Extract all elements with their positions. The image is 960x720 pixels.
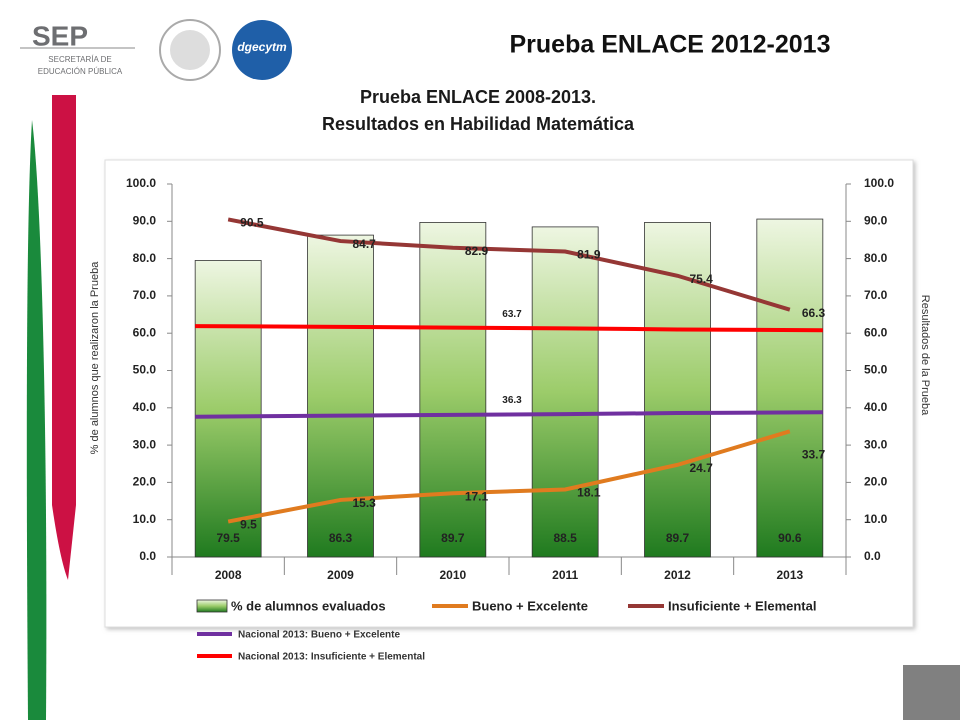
y-tick-label: 80.0: [133, 251, 157, 265]
reference-legend-label: Nacional 2013: Bueno + Excelente: [238, 630, 400, 641]
y2-tick-label: 60.0: [864, 325, 888, 339]
seal-inner: [170, 30, 210, 70]
chart-subtitle: Resultados en Habilidad Matemática: [322, 114, 635, 134]
y2-tick-label: 0.0: [864, 549, 881, 563]
series-line: [227, 217, 791, 312]
line-value-label: 17.1: [465, 489, 489, 503]
y2-tick-label: 30.0: [864, 437, 888, 451]
reference-label: 63.7: [502, 309, 522, 320]
red-stripe: [52, 95, 76, 505]
bar: [194, 260, 262, 558]
corner-square: [903, 665, 960, 720]
logo-subtitle: EDUCACIÓN PÚBLICA: [38, 67, 123, 76]
line-value-label: 18.1: [577, 486, 601, 500]
reference-legend-label: Nacional 2013: Insuficiente + Elemental: [238, 652, 425, 663]
y-tick-label: 20.0: [133, 475, 157, 489]
slide-title: Prueba ENLACE 2012-2013: [510, 31, 831, 59]
x-tick-label: 2011: [552, 568, 578, 582]
reference-label: 36.3: [502, 395, 522, 406]
y2-tick-label: 90.0: [864, 213, 888, 227]
y2-tick-label: 40.0: [864, 400, 888, 414]
bar: [756, 218, 824, 558]
x-tick-label: 2012: [664, 568, 691, 582]
y-tick-label: 70.0: [133, 288, 157, 302]
logo: SEP: [32, 20, 88, 51]
y2-tick-label: 10.0: [864, 512, 888, 526]
x-tick-label: 2009: [327, 568, 354, 582]
y2-tick-label: 100.0: [864, 176, 894, 190]
line-value-label: 90.5: [240, 216, 264, 230]
red-stripe-tip: [52, 505, 76, 580]
line-value-label: 9.5: [240, 518, 257, 532]
logo-subtitle: SECRETARÍA DE: [48, 55, 111, 64]
bar-value-label: 90.6: [778, 531, 802, 545]
legend-swatch: [196, 599, 228, 613]
bar-value-label: 89.7: [666, 531, 690, 545]
line-value-label: 75.4: [690, 272, 714, 286]
y2-axis-title: Resultados de la Prueba: [919, 295, 931, 416]
y2-tick-label: 80.0: [864, 251, 888, 265]
bar: [531, 226, 599, 558]
y-tick-label: 30.0: [133, 437, 157, 451]
legend-label: Insuficiente + Elemental: [668, 598, 816, 613]
line-value-label: 33.7: [802, 447, 826, 461]
legend-label: % de alumnos evaluados: [231, 598, 386, 613]
y-tick-label: 0.0: [139, 549, 156, 563]
bar: [419, 222, 487, 558]
y-tick-label: 10.0: [133, 512, 157, 526]
green-stripe: [26, 120, 47, 720]
y-axis-title: % de alumnos que realizaron la Prueba: [89, 261, 101, 455]
bar: [644, 222, 711, 558]
series-line: [227, 429, 791, 524]
bar-value-label: 89.7: [441, 531, 465, 545]
line-value-label: 24.7: [690, 461, 714, 475]
y-tick-label: 90.0: [133, 213, 157, 227]
y2-tick-label: 20.0: [864, 475, 888, 489]
chart-title: Prueba ENLACE 2008-2013.: [360, 87, 596, 107]
bar-value-label: 79.5: [216, 531, 240, 545]
y-tick-label: 40.0: [133, 400, 157, 414]
legend-label: Bueno + Excelente: [472, 598, 588, 613]
reference-line: [195, 410, 823, 419]
x-tick-label: 2008: [215, 568, 242, 582]
line-value-label: 81.9: [577, 248, 601, 262]
line-value-label: 15.3: [353, 496, 377, 510]
y-tick-label: 60.0: [133, 325, 157, 339]
y2-tick-label: 70.0: [864, 288, 888, 302]
line-value-label: 82.9: [465, 244, 489, 258]
reference-line: [195, 324, 823, 333]
seal: [159, 19, 221, 81]
logo-2: dgecytm: [237, 40, 287, 54]
bar-value-label: 88.5: [553, 531, 577, 545]
bar-value-label: 86.3: [329, 531, 353, 545]
y-tick-label: 100.0: [126, 176, 156, 190]
line-value-label: 66.3: [802, 306, 826, 320]
x-tick-label: 2013: [776, 568, 803, 582]
y-tick-label: 50.0: [133, 363, 157, 377]
line-value-label: 84.7: [353, 237, 377, 251]
logo-circle: [232, 20, 292, 80]
x-tick-label: 2010: [439, 568, 466, 582]
y2-tick-label: 50.0: [864, 363, 888, 377]
